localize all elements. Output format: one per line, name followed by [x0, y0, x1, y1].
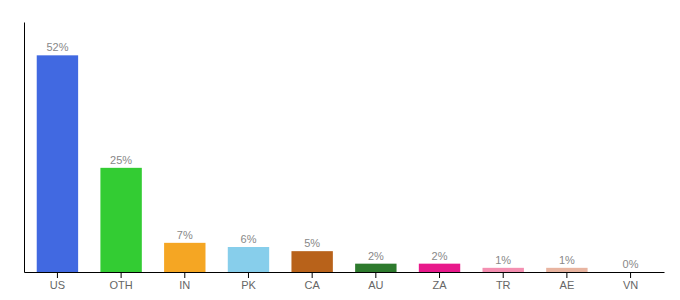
bar	[610, 272, 651, 273]
bar	[100, 168, 141, 272]
data-label: 7%	[177, 229, 193, 241]
x-tick: US	[50, 272, 65, 291]
x-tick-label: ZA	[432, 279, 447, 291]
x-tick: ZA	[432, 272, 447, 291]
x-tick: AU	[368, 272, 383, 291]
bar	[483, 268, 524, 272]
x-tick: IN	[179, 272, 190, 291]
x-tick-mark	[121, 272, 122, 278]
data-label: 5%	[304, 237, 320, 249]
x-tick-label: VN	[623, 279, 638, 291]
x-axis: US OTH IN PK CA AU ZA TR AE VN	[25, 272, 665, 291]
x-tick: TR	[496, 272, 511, 291]
x-tick-mark	[375, 272, 376, 278]
data-label: 2%	[368, 250, 384, 262]
data-label: 25%	[110, 154, 132, 166]
x-tick: PK	[241, 272, 256, 291]
bar	[291, 251, 332, 272]
x-tick: AE	[560, 272, 575, 291]
x-tick-mark	[566, 272, 567, 278]
x-tick-label: AE	[560, 279, 575, 291]
x-tick-mark	[439, 272, 440, 278]
data-labels: 52% 25% 7% 6% 5% 2% 2% 1% 1% 0%	[46, 41, 638, 270]
x-tick: OTH	[109, 272, 132, 291]
x-tick-label: CA	[305, 279, 321, 291]
bar	[546, 268, 587, 272]
data-label: 1%	[559, 254, 575, 266]
bar	[37, 55, 78, 272]
data-label: 1%	[495, 254, 511, 266]
x-tick: CA	[305, 272, 321, 291]
bar	[355, 264, 396, 272]
y-axis-line	[24, 23, 25, 273]
y-axis	[24, 23, 25, 273]
x-tick-label: OTH	[109, 279, 132, 291]
bar	[164, 243, 205, 272]
x-tick-label: PK	[241, 279, 256, 291]
bars	[37, 55, 588, 272]
x-tick-mark	[503, 272, 504, 278]
bar	[419, 264, 460, 272]
x-axis-line	[25, 272, 665, 273]
data-label: 0%	[623, 258, 639, 270]
x-tick-mark	[630, 272, 631, 278]
data-label: 6%	[241, 233, 257, 245]
x-tick-mark	[184, 272, 185, 278]
x-tick-label: TR	[496, 279, 511, 291]
data-label: 2%	[432, 250, 448, 262]
x-tick-mark	[312, 272, 313, 278]
x-tick-label: AU	[368, 279, 383, 291]
data-label: 52%	[46, 41, 68, 53]
x-tick-label: US	[50, 279, 65, 291]
x-tick-mark	[57, 272, 58, 278]
plot: 52% 25% 7% 6% 5% 2% 2% 1% 1% 0% US OTH IN PK CA AU ZA TR A…	[25, 23, 665, 291]
chart: 52% 25% 7% 6% 5% 2% 2% 1% 1% 0% US OTH IN PK CA AU ZA TR A…	[0, 0, 680, 300]
bar	[228, 247, 269, 272]
x-tick-label: IN	[179, 279, 190, 291]
x-tick-mark	[248, 272, 249, 278]
x-tick: VN	[623, 272, 638, 291]
